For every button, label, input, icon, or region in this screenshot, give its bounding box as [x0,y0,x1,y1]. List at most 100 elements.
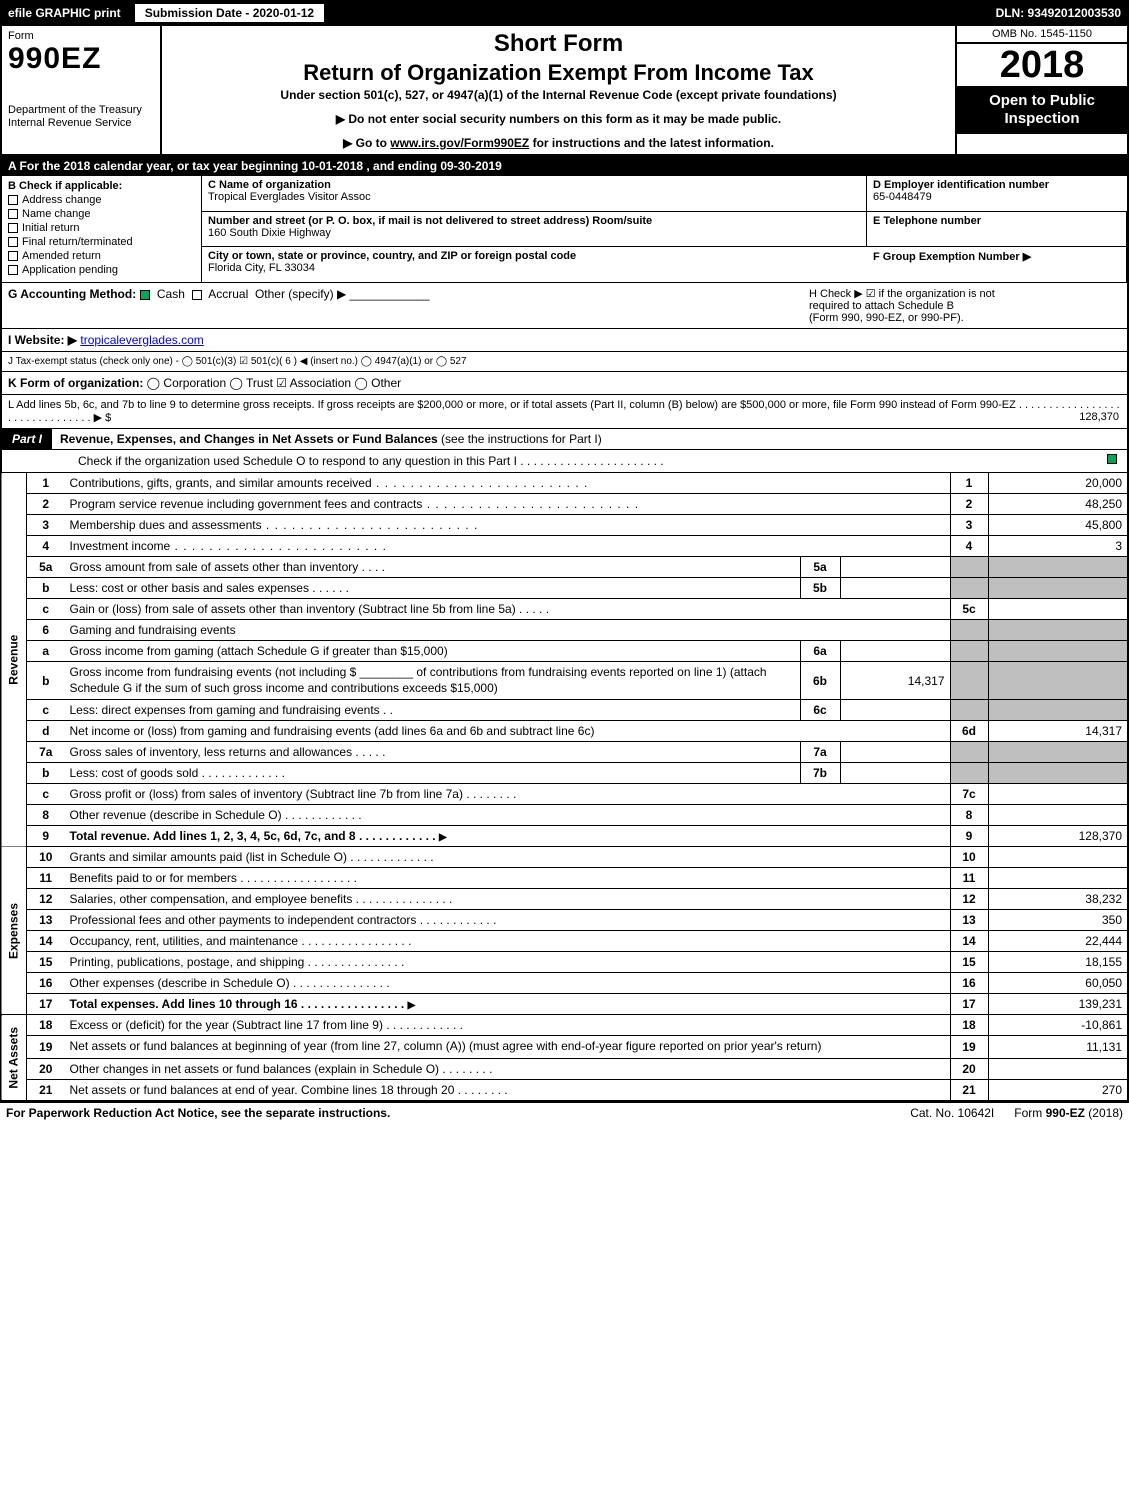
page-footer: For Paperwork Reduction Act Notice, see … [0,1101,1129,1123]
line-col-num: 1 [950,473,988,494]
table-row: 16 Other expenses (describe in Schedule … [1,973,1128,994]
sub-line-num: 5a [800,557,840,578]
line-value: 22,444 [988,931,1128,952]
chk-address-change[interactable]: Address change [8,194,195,206]
line-number: 12 [27,889,65,910]
header-right: OMB No. 1545-1150 2018 Open to Public In… [957,26,1127,154]
line-value: 20,000 [988,473,1128,494]
line-desc: Grants and similar amounts paid (list in… [65,847,951,868]
part-i-check-text: Check if the organization used Schedule … [8,454,664,468]
chk-final-return[interactable]: Final return/terminated [8,236,195,248]
topbar-spacer [330,0,987,26]
efile-graphic-print: efile GRAPHIC print [0,0,129,26]
chk-label: Name change [22,208,91,220]
chk-label: Address change [22,194,102,206]
row-g-h: G Accounting Method: Cash Accrual Other … [0,283,1129,329]
line-number: a [27,641,65,662]
ein-label: D Employer identification number [873,179,1121,191]
row-a-tax-year: A For the 2018 calendar year, or tax yea… [0,156,1129,176]
line-number: d [27,721,65,742]
instr-prefix: ▶ Go to [343,136,390,150]
line-value: 45,800 [988,515,1128,536]
k-label: K Form of organization: [8,376,143,390]
part-i-header: Part I Revenue, Expenses, and Changes in… [0,429,1129,450]
line-desc: Printing, publications, postage, and shi… [65,952,951,973]
part-i-title-suffix: (see the instructions for Part I) [441,432,602,446]
chk-application-pending[interactable]: Application pending [8,264,195,276]
line-number: 5a [27,557,65,578]
table-row: 15 Printing, publications, postage, and … [1,952,1128,973]
header-center: Short Form Return of Organization Exempt… [162,26,957,154]
desc-text: Less: cost or other basis and sales expe… [70,581,309,595]
shaded-cell [988,578,1128,599]
line-number: 8 [27,805,65,826]
form-word: Form [8,30,154,42]
line-number: b [27,662,65,700]
table-row: 4 Investment income 4 3 [1,536,1128,557]
accrual-label: Accrual [208,287,248,301]
line-col-num: 2 [950,494,988,515]
footer-form-ref: Form 990-EZ (2018) [1014,1106,1123,1120]
h-line3: (Form 990, 990-EZ, or 990-PF). [809,312,1121,324]
line-col-num: 18 [950,1015,988,1036]
desc-text: Net assets or fund balances at end of ye… [70,1083,455,1097]
table-row: 20 Other changes in net assets or fund b… [1,1058,1128,1079]
line-number: c [27,784,65,805]
line-desc: Gross amount from sale of assets other t… [65,557,801,578]
header-left: Form 990EZ Department of the Treasury In… [2,26,162,154]
shaded-cell [950,620,988,641]
submission-date: Submission Date - 2020-01-12 [133,2,326,24]
shaded-cell [950,641,988,662]
desc-text: Professional fees and other payments to … [70,913,417,927]
telephone-label: E Telephone number [873,215,1120,227]
table-row: d Net income or (loss) from gaming and f… [1,721,1128,742]
line-desc: Investment income [65,536,951,557]
desc-text: Gross profit or (loss) from sales of inv… [70,787,463,801]
leader-dots [422,497,639,511]
column-b-check-if-applicable: B Check if applicable: Address change Na… [2,176,202,283]
sub-line-val [840,700,950,721]
line-desc: Less: cost or other basis and sales expe… [65,578,801,599]
part-i-checkbox[interactable] [1107,454,1117,464]
chk-cash[interactable] [140,290,150,300]
desc-text: Excess or (deficit) for the year (Subtra… [70,1018,383,1032]
desc-text: Occupancy, rent, utilities, and maintena… [70,934,299,948]
line-desc: Gaming and fundraising events [65,620,951,641]
sub-line-val [840,578,950,599]
line-number: 16 [27,973,65,994]
sub-line-num: 7a [800,742,840,763]
chk-name-change[interactable]: Name change [8,208,195,220]
line-number: 13 [27,910,65,931]
table-row: c Gross profit or (loss) from sales of i… [1,784,1128,805]
leader-dots [170,539,387,553]
part-i-lines-table: Revenue 1 Contributions, gifts, grants, … [0,473,1129,1101]
cash-label: Cash [157,287,185,301]
line-col-num: 7c [950,784,988,805]
desc-text: Investment income [70,539,171,553]
table-row: 19 Net assets or fund balances at beginn… [1,1036,1128,1059]
line-desc: Total expenses. Add lines 10 through 16 … [65,994,951,1015]
line-desc: Net assets or fund balances at beginning… [65,1036,951,1059]
col-b-heading: B Check if applicable: [8,180,195,192]
shaded-cell [988,641,1128,662]
line-col-num: 6d [950,721,988,742]
chk-amended-return[interactable]: Amended return [8,250,195,262]
website-link[interactable]: tropicaleverglades.com [80,333,203,347]
line-number: 17 [27,994,65,1015]
desc-text: Other revenue (describe in Schedule O) [70,808,282,822]
table-row: 14 Occupancy, rent, utilities, and maint… [1,931,1128,952]
chk-accrual[interactable] [192,290,202,300]
line-number: 7a [27,742,65,763]
line-value: 350 [988,910,1128,931]
line-col-num: 8 [950,805,988,826]
chk-initial-return[interactable]: Initial return [8,222,195,234]
row-k-form-of-organization: K Form of organization: ◯ Corporation ◯ … [0,372,1129,395]
table-row: Revenue 1 Contributions, gifts, grants, … [1,473,1128,494]
desc-text: Contributions, gifts, grants, and simila… [70,476,372,490]
desc-text: Less: cost of goods sold [70,766,199,780]
short-form-title: Short Form [168,30,949,58]
checkbox-icon [8,223,18,233]
irs-link[interactable]: www.irs.gov/Form990EZ [390,136,529,150]
l-text: L Add lines 5b, 6c, and 7b to line 9 to … [8,399,1120,424]
line-desc: Gross income from fundraising events (no… [65,662,801,700]
